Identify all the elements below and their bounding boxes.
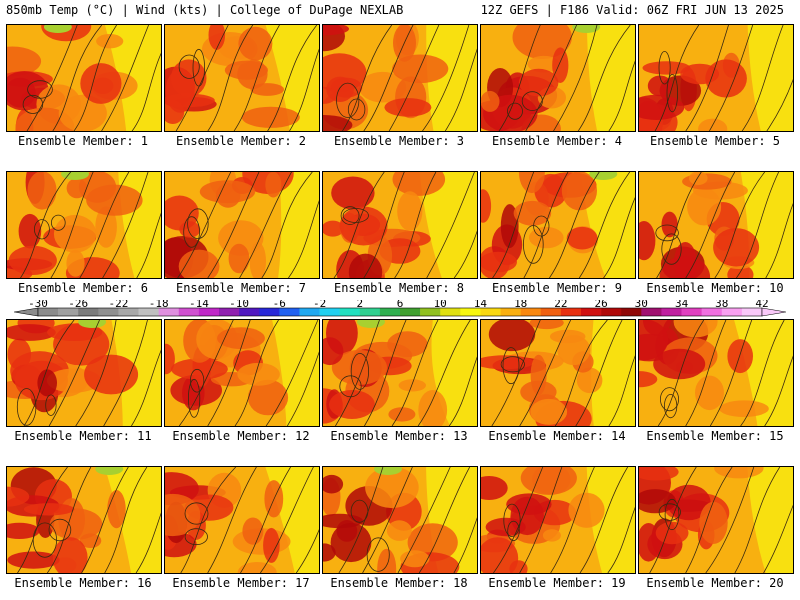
- colorbar-tick-label: 30: [635, 300, 648, 310]
- colorbar-tick-label: -14: [189, 300, 209, 310]
- ensemble-member-label: Ensemble Member: 4: [491, 134, 623, 148]
- colorbar-segment: [661, 308, 682, 316]
- colorbar-tick-label: -18: [149, 300, 169, 310]
- colorbar-segment: [98, 308, 119, 316]
- colorbar-segment: [460, 308, 481, 316]
- ensemble-member-label: Ensemble Member: 19: [488, 576, 626, 590]
- colorbar-tick-label: 6: [397, 300, 404, 310]
- colorbar-tick-label: -10: [229, 300, 249, 310]
- colorbar-segment: [701, 308, 723, 316]
- colorbar-tick-label: -30: [28, 300, 48, 310]
- colorbar-segment: [279, 308, 300, 316]
- colorbar-segment: [500, 308, 521, 316]
- colorbar-segment: [721, 308, 743, 316]
- ensemble-member-map: [322, 24, 478, 132]
- colorbar-segment: [219, 308, 240, 316]
- colorbar-max-arrow: [761, 307, 786, 317]
- ensemble-member-label: Ensemble Member: 20: [646, 576, 784, 590]
- ensemble-member-map: [6, 24, 162, 132]
- colorbar-segment: [681, 308, 702, 316]
- ensemble-member-label: Ensemble Member: 18: [330, 576, 468, 590]
- colorbar-tick-label: 26: [594, 300, 607, 310]
- ensemble-member-map: [164, 24, 320, 132]
- colorbar-tick-label: -2: [313, 300, 326, 310]
- ensemble-member-map: [322, 319, 478, 427]
- colorbar-tick-label: -26: [68, 300, 88, 310]
- colorbar-segment: [239, 308, 260, 316]
- ensemble-member-label: Ensemble Member: 14: [488, 429, 626, 443]
- model-run-info: 12Z GEFS | F186 Valid: 06Z FRI JUN 13 20…: [480, 3, 784, 17]
- ensemble-member-map: [638, 24, 794, 132]
- ensemble-member-label: Ensemble Member: 17: [172, 576, 310, 590]
- colorbar-tick-label: 10: [434, 300, 447, 310]
- colorbar-segment: [78, 308, 99, 316]
- colorbar-tick-label: 18: [514, 300, 527, 310]
- ensemble-member-map: [638, 466, 794, 574]
- colorbar-segment: [38, 308, 59, 316]
- ensemble-member-map: [322, 466, 478, 574]
- ensemble-member-map: [6, 171, 162, 279]
- ensemble-member-label: Ensemble Member: 10: [646, 281, 784, 295]
- colorbar-segment: [339, 308, 361, 316]
- colorbar-tick-label: 14: [474, 300, 488, 310]
- colorbar-segment: [299, 308, 320, 316]
- ensemble-member-label: Ensemble Member: 11: [14, 429, 152, 443]
- colorbar-tick-label: 34: [675, 300, 689, 310]
- colorbar-segment: [641, 308, 662, 316]
- ensemble-member-map: [164, 171, 320, 279]
- colorbar-tick-label: -6: [273, 300, 286, 310]
- colorbar-segment: [741, 308, 763, 316]
- colorbar-segment: [560, 308, 582, 316]
- ensemble-member-label: Ensemble Member: 6: [17, 281, 149, 295]
- ensemble-member-label: Ensemble Member: 12: [172, 429, 310, 443]
- colorbar-segment: [58, 308, 79, 316]
- colorbar-segment: [400, 308, 421, 316]
- colorbar-tick-label: -22: [108, 300, 128, 310]
- ensemble-member-map: [6, 466, 162, 574]
- colorbar-segment: [118, 308, 139, 316]
- ensemble-member-label: Ensemble Member: 16: [14, 576, 152, 590]
- ensemble-member-label: Ensemble Member: 3: [333, 134, 465, 148]
- colorbar-segment: [480, 308, 501, 316]
- colorbar-segment: [359, 308, 381, 316]
- colorbar-segment: [158, 308, 180, 316]
- colorbar-segment: [138, 308, 159, 316]
- ensemble-member-map: [638, 319, 794, 427]
- colorbar-tick-label: 38: [715, 300, 728, 310]
- ensemble-member-map: [6, 319, 162, 427]
- colorbar-tick-label: 2: [356, 300, 363, 310]
- map-title: 850mb Temp (°C) | Wind (kts) | College o…: [6, 3, 404, 17]
- colorbar-tick-label: 22: [554, 300, 567, 310]
- ensemble-member-label: Ensemble Member: 5: [649, 134, 781, 148]
- ensemble-member-label: Ensemble Member: 13: [330, 429, 468, 443]
- colorbar-segment: [259, 308, 280, 316]
- colorbar-segment: [198, 308, 220, 316]
- ensemble-member-label: Ensemble Member: 8: [333, 281, 465, 295]
- colorbar-segment: [420, 308, 441, 316]
- ensemble-member-label: Ensemble Member: 9: [491, 281, 623, 295]
- ensemble-member-map: [164, 466, 320, 574]
- ensemble-member-label: Ensemble Member: 15: [646, 429, 784, 443]
- ensemble-member-map: [480, 171, 636, 279]
- colorbar-tick-label: 42: [755, 300, 768, 310]
- colorbar-segment: [319, 308, 340, 316]
- ensemble-member-label: Ensemble Member: 7: [175, 281, 307, 295]
- ensemble-member-map: [164, 319, 320, 427]
- ensemble-member-map: [480, 319, 636, 427]
- colorbar-segment: [540, 308, 562, 316]
- colorbar-segment: [601, 308, 622, 316]
- colorbar-segment: [581, 308, 602, 316]
- temperature-colorbar: -30 -26 -22 -18 -14 -10 -6 -2 2 6 10 14 18 22 26 30 34 38…: [14, 300, 786, 317]
- ensemble-member-map: [480, 24, 636, 132]
- colorbar-segment: [621, 308, 642, 316]
- ensemble-member-label: Ensemble Member: 2: [175, 134, 307, 148]
- colorbar-segment: [379, 308, 401, 316]
- colorbar-segment: [440, 308, 461, 316]
- ensemble-member-label: Ensemble Member: 1: [17, 134, 149, 148]
- ensemble-member-map: [480, 466, 636, 574]
- ensemble-member-map: [638, 171, 794, 279]
- ensemble-member-map: [322, 171, 478, 279]
- colorbar-segment: [520, 308, 542, 316]
- colorbar-segment: [178, 308, 200, 316]
